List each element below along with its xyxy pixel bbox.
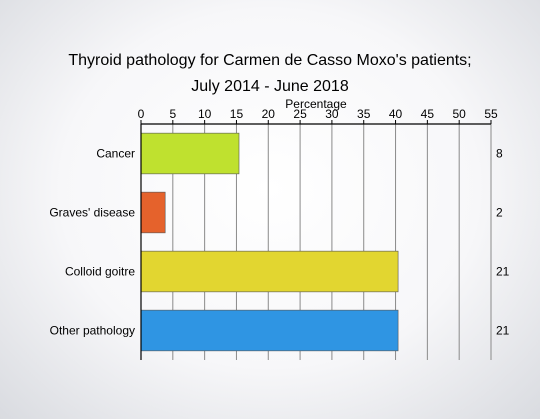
x-axis-ticks: 0 5 10 15 20 25 30 35 40 45 50 55 [138, 107, 498, 124]
x-tick-label: 0 [138, 107, 145, 121]
chart-title-line-1: Thyroid pathology for Carmen de Casso Mo… [68, 52, 471, 69]
bar [140, 250, 399, 293]
category-label: Colloid goitre [65, 265, 135, 279]
x-tick-label: 30 [325, 107, 339, 121]
x-tick-label: 45 [421, 107, 435, 121]
count-labels: 8 2 21 21 [496, 147, 510, 338]
count-label: 8 [496, 147, 503, 161]
chart-title-line-2: July 2014 - June 2018 [191, 78, 349, 95]
count-label: 2 [496, 206, 503, 220]
category-label: Graves' disease [49, 206, 135, 220]
bar [140, 132, 240, 175]
category-label: Other pathology [50, 324, 135, 338]
count-label: 21 [496, 324, 510, 338]
x-tick-label: 10 [198, 107, 212, 121]
category-label: Cancer [96, 147, 135, 161]
x-tick-label: 25 [293, 107, 307, 121]
x-tick-label: 35 [357, 107, 371, 121]
x-tick-label: 40 [389, 107, 403, 121]
category-labels: Cancer Graves' disease Colloid goitre Other… [49, 147, 135, 338]
x-axis-title: Percentage [285, 97, 347, 111]
x-tick-label: 20 [262, 107, 276, 121]
bar [140, 191, 166, 234]
x-tick-label: 15 [230, 107, 244, 121]
bar [140, 309, 399, 352]
axes [140, 123, 491, 360]
bars [140, 132, 399, 352]
x-tick-label: 55 [484, 107, 498, 121]
x-tick-label: 50 [453, 107, 467, 121]
x-tick-label: 5 [169, 107, 176, 121]
count-label: 21 [496, 265, 510, 279]
